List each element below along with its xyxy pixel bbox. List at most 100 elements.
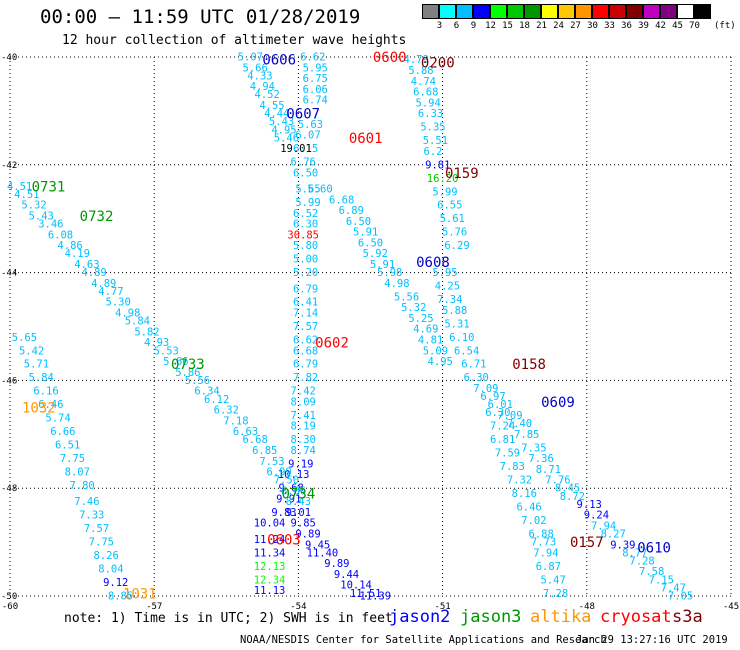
- wave-height-point: 8.19: [291, 421, 316, 433]
- wave-height-point: 6.12: [204, 394, 229, 406]
- wave-height-point: 7.80: [69, 480, 94, 492]
- wave-height-point: 5.60: [307, 184, 332, 196]
- wave-height-point: 7.85: [514, 429, 539, 441]
- wave-height-point: 7.83: [500, 461, 525, 473]
- chart-note: note: 1) Time is in UTC; 2) SWH is in fe…: [64, 611, 393, 626]
- colorbar-swatch: [592, 4, 609, 19]
- wave-height-point: 5.80: [293, 240, 318, 252]
- colorbar-swatch: [660, 4, 677, 19]
- wave-height-point: 6.62: [293, 334, 318, 346]
- wave-height-point: 4.89: [81, 267, 106, 279]
- wave-height-point: 5.92: [363, 248, 388, 260]
- wave-height-point: 4.86: [57, 240, 82, 252]
- wave-height-point: 5.95: [432, 267, 457, 279]
- track-time-label: 0601: [349, 131, 383, 147]
- wave-height-point: 5.98: [377, 267, 402, 279]
- track-time-label: 0610: [637, 540, 671, 556]
- legend-s3a: s3a: [672, 607, 703, 627]
- y-tick-label: -46: [1, 376, 17, 386]
- track-time-label: 0607: [286, 107, 320, 123]
- footer-credit: NOAA/NESDIS Center for Satellite Applica…: [240, 634, 607, 646]
- wave-height-point: 5.91: [353, 227, 378, 239]
- track-time-label: 0158: [512, 357, 546, 373]
- wave-height-point: 6.68: [293, 345, 318, 357]
- wave-height-point: 5.66: [163, 356, 188, 368]
- wave-height-point: 4.51: [14, 189, 39, 201]
- wave-height-point: 6.71: [461, 359, 486, 371]
- wave-height-point: 7.57: [84, 523, 109, 535]
- colorbar-swatch: [456, 4, 473, 19]
- legend-cryosat: cryosat: [600, 607, 672, 627]
- wave-height-point: 7.28: [543, 588, 568, 600]
- track-time-label: 0602: [315, 336, 349, 352]
- wave-height-point: 5.31: [444, 318, 469, 330]
- wave-height-point: 6.85: [252, 445, 277, 457]
- colorbar-swatch: [439, 4, 456, 19]
- colorbar-tick-label: 6: [453, 21, 460, 31]
- wave-height-point: 7.57: [293, 321, 318, 333]
- colorbar-swatch: [643, 4, 660, 19]
- track-time-label: 0608: [416, 255, 450, 271]
- x-tick-label: -45: [723, 602, 739, 612]
- wave-height-point: 8.26: [93, 550, 118, 562]
- wave-height-point: 6.51: [55, 440, 80, 452]
- wave-height-point: 6.97: [480, 391, 505, 403]
- wave-height-point: 7.05: [668, 591, 693, 603]
- wave-height-point: 7.58: [639, 566, 664, 578]
- wave-height-point: 5.76: [442, 227, 467, 239]
- colorbar-tick-label: 3: [436, 21, 443, 31]
- colorbar-tick-label: 15: [502, 21, 513, 31]
- wave-height-point: 5.51: [423, 135, 448, 147]
- wave-height-point: 6.30: [293, 219, 318, 231]
- wave-height-point: 6.88: [528, 529, 553, 541]
- wave-height-point: 4.19: [65, 248, 90, 260]
- wave-height-point: 5.65: [12, 332, 37, 344]
- wave-height-point: 6.68: [242, 434, 267, 446]
- track-time-label: 0732: [80, 209, 114, 225]
- wave-height-point: 5.63: [298, 119, 323, 131]
- wave-height-point: 5.07: [238, 52, 263, 64]
- colorbar-unit: (ft): [714, 21, 736, 31]
- wave-height-point: 9.24: [584, 510, 609, 522]
- wave-height-point: 8.27: [601, 529, 626, 541]
- wave-height-point: 7.14: [293, 308, 318, 320]
- wave-height-point: 6.33: [418, 108, 443, 120]
- wave-height-point: 5.71: [24, 359, 49, 371]
- chart-title: 00:00 – 11:59 UTC 01/28/2019: [40, 6, 361, 28]
- colorbar-swatch: [473, 4, 490, 19]
- wave-height-point: 5.09: [423, 345, 448, 357]
- colorbar-swatch: [490, 4, 507, 19]
- wave-height-point: 5.66: [242, 62, 267, 74]
- wave-height-point: 6.50: [346, 216, 371, 228]
- wave-height-point: 8.71: [536, 464, 561, 476]
- wave-height-point: 5.32: [21, 200, 46, 212]
- wave-height-point: 6.32: [214, 405, 239, 417]
- wave-height-point: 7.35: [521, 442, 546, 454]
- wave-height-point: 5.91: [370, 259, 395, 271]
- colorbar-tick-label: 21: [536, 21, 547, 31]
- wave-height-point: 5.53: [154, 345, 179, 357]
- wave-height-point: 4.95: [428, 356, 453, 368]
- wave-height-point: 6.10: [449, 332, 474, 344]
- wave-height-point: 7.53: [259, 456, 284, 468]
- wave-height-point: 5.84: [125, 316, 150, 328]
- wave-height-point: 8.07: [65, 467, 90, 479]
- wave-height-point: 4.51: [7, 181, 32, 193]
- wave-height-point: 7.09: [497, 410, 522, 422]
- wave-height-point: 6.54: [454, 345, 479, 357]
- wave-height-point: 5.94: [416, 97, 441, 109]
- track-time-label: 0200: [421, 55, 455, 71]
- track-time-label: 0606: [262, 53, 296, 69]
- wave-height-point: 7.09: [473, 383, 498, 395]
- wave-height-point: 7.36: [528, 453, 553, 465]
- track-time-label: 0603: [267, 532, 301, 548]
- wave-height-point: 7.47: [661, 582, 686, 594]
- wave-height-point: 6.46: [38, 399, 63, 411]
- wave-height-point: 6.01: [488, 399, 513, 411]
- wave-height-point: 9.81: [425, 159, 450, 171]
- wave-height-point: 6.62: [300, 52, 325, 64]
- wave-height-point: 8.16: [512, 488, 537, 500]
- colorbar-swatch: [524, 4, 541, 19]
- wave-height-point: 5.61: [440, 213, 465, 225]
